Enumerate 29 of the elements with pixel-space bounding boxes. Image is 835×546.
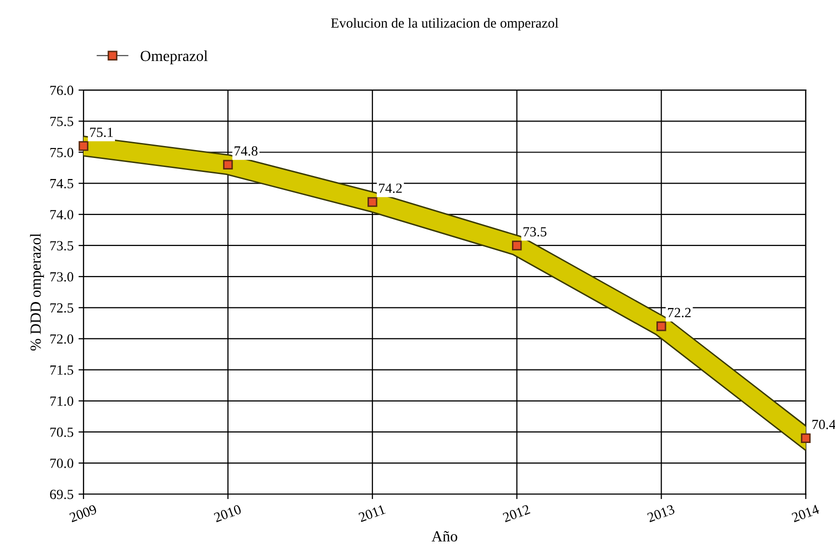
x-tick-label: 2011 xyxy=(358,504,386,522)
y-tick-label: 74.5 xyxy=(50,179,74,188)
x-tick-label: 2014 xyxy=(791,504,820,522)
data-label: 74.8 xyxy=(234,146,258,156)
x-tick-label: 2010 xyxy=(213,504,242,522)
y-tick-label: 72.0 xyxy=(50,334,74,344)
y-tick-label: 70.5 xyxy=(50,428,74,437)
x-tick-label: 2013 xyxy=(646,504,676,522)
data-label: 75.1 xyxy=(90,128,113,138)
y-tick-label: 76.0 xyxy=(50,86,74,96)
y-axis-title: % DDD omperazol xyxy=(30,233,44,351)
y-tick-label: 70.0 xyxy=(50,458,74,468)
y-tick-label: 73.0 xyxy=(50,272,74,282)
chart-title: Evolucion de la utilizacion de omperazol xyxy=(331,18,558,31)
x-axis-title: Año xyxy=(432,531,458,542)
legend-label: Omeprazol xyxy=(140,50,208,64)
data-label: 72.2 xyxy=(668,308,691,318)
y-tick-label: 74.0 xyxy=(50,210,74,220)
y-tick-label: 69.5 xyxy=(50,490,74,500)
y-tick-label: 71.0 xyxy=(50,396,74,406)
y-tick-label: 73.5 xyxy=(50,241,74,251)
y-tick-label: 71.5 xyxy=(50,365,74,375)
x-tick-label: 2009 xyxy=(69,504,98,522)
y-tick-label: 75.0 xyxy=(50,148,74,158)
data-label: 74.2 xyxy=(379,184,402,193)
data-label: 73.5 xyxy=(524,227,546,237)
x-tick-label: 2012 xyxy=(502,504,530,522)
y-tick-label: 75.5 xyxy=(50,116,74,126)
y-tick-label: 72.5 xyxy=(50,303,74,313)
